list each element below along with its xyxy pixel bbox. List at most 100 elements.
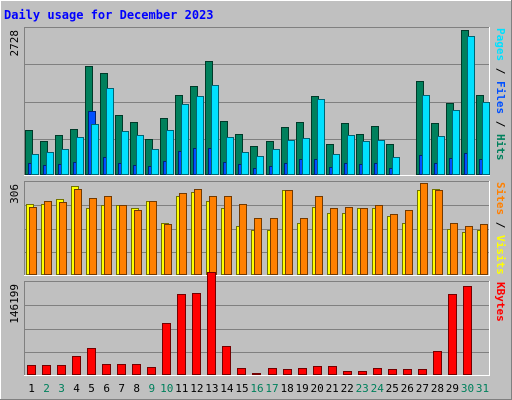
x-tick-label-day-2: 2 xyxy=(43,382,50,395)
legend-hits: Hits xyxy=(494,134,507,161)
x-tick-label-day-31: 31 xyxy=(476,382,489,395)
x-tick-label-day-16: 16 xyxy=(250,382,263,395)
x-tick-label-day-30: 30 xyxy=(461,382,474,395)
bar-kbytes-day-22 xyxy=(343,371,352,375)
bar-kbytes-day-2 xyxy=(42,365,51,375)
bar-sites-day-13 xyxy=(209,196,217,275)
bar-kbytes-day-10 xyxy=(162,323,171,375)
bar-kbytes-day-24 xyxy=(373,368,382,375)
legend-separator: / xyxy=(494,215,507,235)
x-tick-label-day-27: 27 xyxy=(416,382,429,395)
bar-pages-day-16 xyxy=(256,156,264,175)
series-legend-label: Pages / Files / Hits xyxy=(494,28,507,161)
x-tick-label-day-26: 26 xyxy=(401,382,414,395)
bar-sites-day-4 xyxy=(74,189,82,275)
bar-sites-day-14 xyxy=(224,196,232,275)
bar-kbytes-day-19 xyxy=(298,368,307,375)
bar-pages-day-7 xyxy=(121,131,129,175)
bar-pages-day-22 xyxy=(347,135,355,175)
bar-sites-day-16 xyxy=(254,218,262,275)
legend-files: Files xyxy=(494,81,507,114)
bar-kbytes-day-5 xyxy=(87,348,96,375)
x-tick-label-day-22: 22 xyxy=(341,382,354,395)
bar-kbytes-day-3 xyxy=(57,365,66,375)
series-legend-label: Sites / Visits xyxy=(494,182,507,275)
panel-kbytes: 146199 KBytes xyxy=(8,272,507,376)
bar-sites-day-6 xyxy=(104,196,112,275)
x-axis-day-labels: 1 2 3 4 5 6 7 8 9 10 11 12 13 14 15 16 17 18 19 20 21 22 23 24 2… xyxy=(28,382,489,395)
x-tick-label-day-13: 13 xyxy=(205,382,218,395)
x-tick-label-day-28: 28 xyxy=(431,382,444,395)
bar-kbytes-day-17 xyxy=(268,368,277,375)
legend-sites: Sites xyxy=(494,182,507,215)
x-tick-label-day-15: 15 xyxy=(235,382,248,395)
bar-sites-day-26 xyxy=(405,210,413,275)
bar-pages-day-20 xyxy=(317,99,325,175)
bar-sites-day-29 xyxy=(450,223,458,275)
y-axis-max-label: 146199 xyxy=(8,284,21,324)
bar-kbytes-day-29 xyxy=(448,294,457,375)
bar-sites-day-10 xyxy=(164,224,172,275)
bar-sites-day-20 xyxy=(315,196,323,275)
bar-sites-day-5 xyxy=(89,198,97,275)
x-tick-label-day-5: 5 xyxy=(88,382,95,395)
bar-sites-day-8 xyxy=(134,210,142,275)
x-tick-label-day-17: 17 xyxy=(265,382,278,395)
bar-kbytes-day-8 xyxy=(132,364,141,375)
bar-sites-day-2 xyxy=(44,201,52,275)
bar-sites-day-28 xyxy=(435,190,443,275)
x-tick-label-day-9: 9 xyxy=(148,382,155,395)
bar-sites-day-19 xyxy=(300,218,308,275)
bar-kbytes-day-13 xyxy=(207,272,216,375)
bar-pages-day-30 xyxy=(467,36,475,175)
legend-kbytes: KBytes xyxy=(494,282,507,322)
bar-pages-day-5 xyxy=(91,124,99,175)
bar-pages-day-2 xyxy=(46,152,54,175)
bar-kbytes-day-16 xyxy=(252,373,261,375)
bar-sites-day-7 xyxy=(119,205,127,275)
bar-sites-day-21 xyxy=(330,208,338,275)
bar-sites-day-3 xyxy=(59,202,67,275)
bar-pages-day-4 xyxy=(76,137,84,175)
bar-sites-day-31 xyxy=(480,224,488,275)
x-tick-label-day-4: 4 xyxy=(73,382,80,395)
bar-kbytes-day-25 xyxy=(388,369,397,375)
bar-kbytes-day-9 xyxy=(147,367,156,375)
bar-pages-day-28 xyxy=(437,136,445,175)
bar-sites-day-12 xyxy=(194,189,202,275)
bar-kbytes-day-18 xyxy=(283,369,292,375)
x-tick-label-day-12: 12 xyxy=(190,382,203,395)
chart-title: Daily usage for December 2023 xyxy=(4,8,214,22)
bar-pages-day-3 xyxy=(61,149,69,175)
bar-sites-day-1 xyxy=(29,207,37,275)
bar-kbytes-day-14 xyxy=(222,346,231,375)
series-legend-label: KBytes xyxy=(494,282,507,322)
bar-pages-day-17 xyxy=(272,149,280,175)
x-tick-label-day-10: 10 xyxy=(160,382,173,395)
x-tick-label-day-14: 14 xyxy=(220,382,234,395)
bar-sites-day-22 xyxy=(345,207,353,275)
x-tick-label-day-29: 29 xyxy=(446,382,459,395)
bar-pages-day-27 xyxy=(422,95,430,175)
x-tick-label-day-18: 18 xyxy=(280,382,293,395)
bar-sites-day-30 xyxy=(465,226,473,275)
bar-pages-day-31 xyxy=(482,102,490,175)
x-tick-label-day-24: 24 xyxy=(371,382,385,395)
bar-sites-day-25 xyxy=(390,214,398,275)
bar-kbytes-day-11 xyxy=(177,294,186,375)
bar-pages-day-13 xyxy=(211,85,219,175)
bar-pages-day-15 xyxy=(241,152,249,175)
bar-pages-day-8 xyxy=(136,135,144,175)
bar-pages-day-23 xyxy=(362,141,370,175)
bar-kbytes-day-7 xyxy=(117,364,126,375)
bar-sites-day-27 xyxy=(420,183,428,275)
bar-kbytes-day-6 xyxy=(102,364,111,375)
bar-pages-day-18 xyxy=(287,140,295,175)
bar-kbytes-day-20 xyxy=(313,366,322,375)
bar-kbytes-day-1 xyxy=(27,365,36,375)
bar-pages-day-9 xyxy=(151,149,159,175)
panel-plot-area xyxy=(24,281,490,376)
bar-pages-day-25 xyxy=(392,157,400,175)
bar-pages-day-12 xyxy=(196,96,204,175)
panel-hits-files-pages: 2728 Pages / Files / Hits xyxy=(8,27,507,176)
